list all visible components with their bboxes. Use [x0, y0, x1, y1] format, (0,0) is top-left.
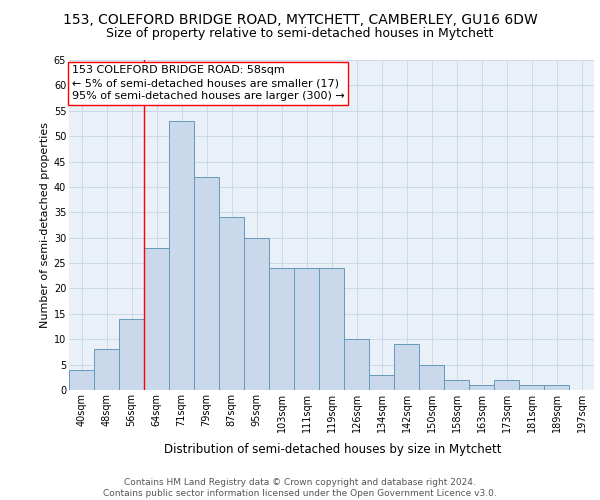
Bar: [144, 248, 169, 390]
Bar: [369, 375, 394, 390]
Text: 153 COLEFORD BRIDGE ROAD: 58sqm
← 5% of semi-detached houses are smaller (17)
95: 153 COLEFORD BRIDGE ROAD: 58sqm ← 5% of …: [71, 65, 344, 102]
Bar: [344, 339, 369, 390]
Bar: [119, 319, 144, 390]
Bar: [94, 350, 119, 390]
Text: 153, COLEFORD BRIDGE ROAD, MYTCHETT, CAMBERLEY, GU16 6DW: 153, COLEFORD BRIDGE ROAD, MYTCHETT, CAM…: [62, 12, 538, 26]
Bar: [169, 121, 194, 390]
Text: Contains HM Land Registry data © Crown copyright and database right 2024.
Contai: Contains HM Land Registry data © Crown c…: [103, 478, 497, 498]
Bar: [69, 370, 94, 390]
Bar: [269, 268, 294, 390]
Text: Size of property relative to semi-detached houses in Mytchett: Size of property relative to semi-detach…: [106, 28, 494, 40]
Bar: [194, 177, 219, 390]
Bar: [544, 385, 569, 390]
Y-axis label: Number of semi-detached properties: Number of semi-detached properties: [40, 122, 50, 328]
Text: Distribution of semi-detached houses by size in Mytchett: Distribution of semi-detached houses by …: [164, 442, 502, 456]
Bar: [294, 268, 319, 390]
Bar: [219, 218, 244, 390]
Bar: [419, 364, 444, 390]
Bar: [494, 380, 519, 390]
Bar: [444, 380, 469, 390]
Bar: [244, 238, 269, 390]
Bar: [319, 268, 344, 390]
Bar: [394, 344, 419, 390]
Bar: [519, 385, 544, 390]
Bar: [469, 385, 494, 390]
